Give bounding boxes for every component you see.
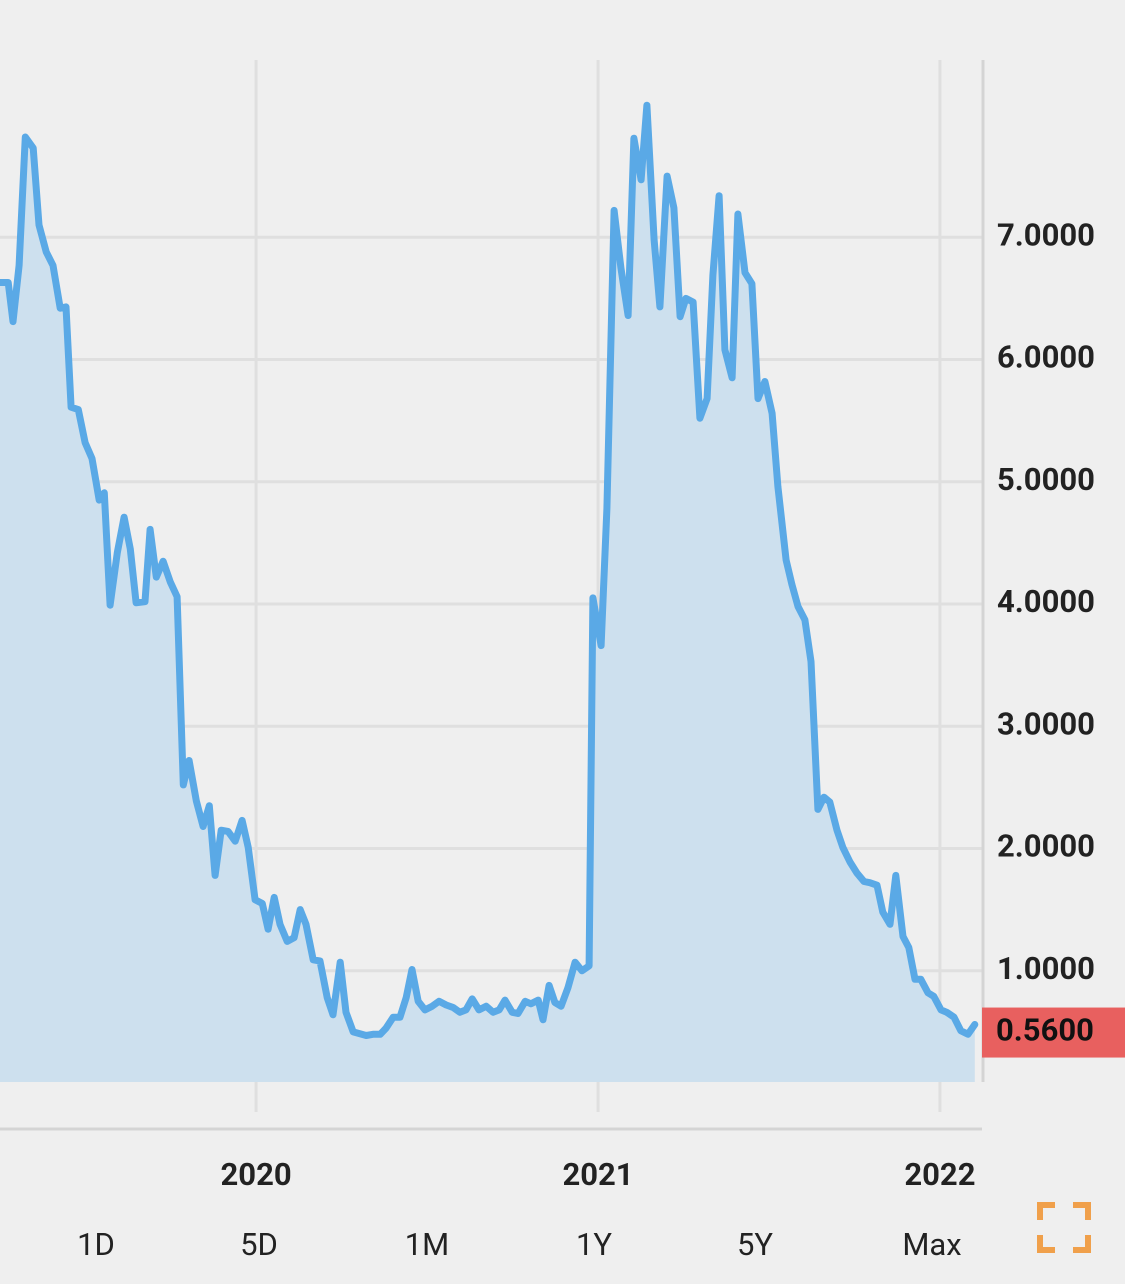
x-tick-label: 2020 bbox=[221, 1156, 292, 1193]
range-button[interactable]: 1M bbox=[405, 1226, 450, 1263]
icon-corner bbox=[1037, 1202, 1055, 1220]
range-button[interactable]: 1Y bbox=[576, 1226, 612, 1263]
range-button[interactable]: Max bbox=[902, 1226, 961, 1263]
price-line bbox=[0, 101, 979, 1039]
y-tick-label: 1.0000 bbox=[997, 950, 1095, 987]
y-tick-label: 3.0000 bbox=[997, 705, 1095, 742]
icon-corner bbox=[1073, 1202, 1091, 1220]
range-button[interactable]: 1D bbox=[77, 1226, 115, 1263]
icon-corner bbox=[1037, 1235, 1055, 1253]
x-tick-label: 2021 bbox=[562, 1156, 633, 1193]
x-tick-label: 2022 bbox=[904, 1156, 975, 1193]
y-tick-label: 4.0000 bbox=[997, 583, 1095, 620]
y-tick-label: 6.0000 bbox=[997, 339, 1095, 376]
icon-corner bbox=[1073, 1235, 1091, 1253]
range-button[interactable]: 5Y bbox=[737, 1226, 773, 1263]
range-button[interactable]: 5D bbox=[240, 1226, 278, 1263]
y-tick-label: 2.0000 bbox=[997, 828, 1095, 865]
last-value-label: 0.5600 bbox=[996, 1012, 1094, 1049]
plot bbox=[0, 101, 979, 1082]
fullscreen-button[interactable] bbox=[1037, 1202, 1091, 1253]
last-value-badge bbox=[982, 1007, 1125, 1058]
axes: 2020 2021 2022 1.0000 2.0000 3.0000 4.0000 5.00… bbox=[0, 60, 1125, 1193]
y-tick-label: 7.0000 bbox=[997, 216, 1095, 253]
y-tick-label: 5.0000 bbox=[997, 461, 1095, 498]
